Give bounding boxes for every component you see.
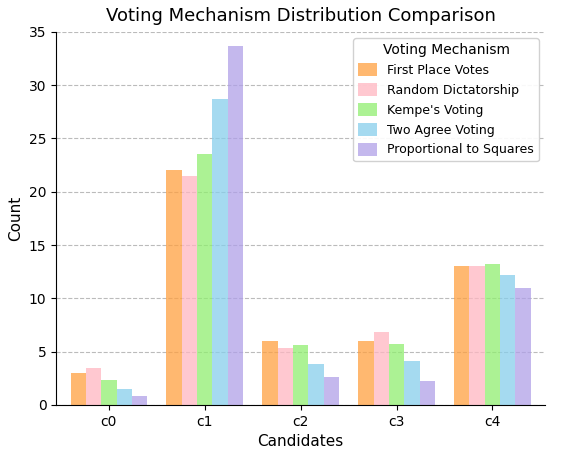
X-axis label: Candidates: Candidates	[257, 434, 344, 449]
Bar	[389, 344, 404, 405]
Bar	[132, 396, 147, 405]
Legend: First Place Votes, Random Dictatorship, Kempe's Voting, Two Agree Voting, Propor: First Place Votes, Random Dictatorship, …	[353, 38, 539, 162]
Bar	[116, 389, 132, 405]
Bar	[454, 266, 469, 405]
Bar	[404, 361, 420, 405]
Bar	[71, 373, 86, 405]
Bar	[469, 266, 485, 405]
Bar	[420, 381, 435, 405]
Bar	[485, 264, 500, 405]
Bar	[309, 364, 324, 405]
Bar	[197, 154, 212, 405]
Bar	[212, 99, 228, 405]
Bar	[278, 349, 293, 405]
Bar	[101, 380, 116, 405]
Bar	[515, 288, 531, 405]
Bar	[358, 341, 374, 405]
Bar	[166, 171, 182, 405]
Bar	[86, 368, 101, 405]
Y-axis label: Count: Count	[8, 196, 23, 241]
Bar	[500, 275, 515, 405]
Bar	[228, 46, 243, 405]
Title: Voting Mechanism Distribution Comparison: Voting Mechanism Distribution Comparison	[106, 7, 496, 25]
Bar	[324, 377, 339, 405]
Bar	[293, 345, 309, 405]
Bar	[262, 341, 278, 405]
Bar	[374, 333, 389, 405]
Bar	[182, 176, 197, 405]
